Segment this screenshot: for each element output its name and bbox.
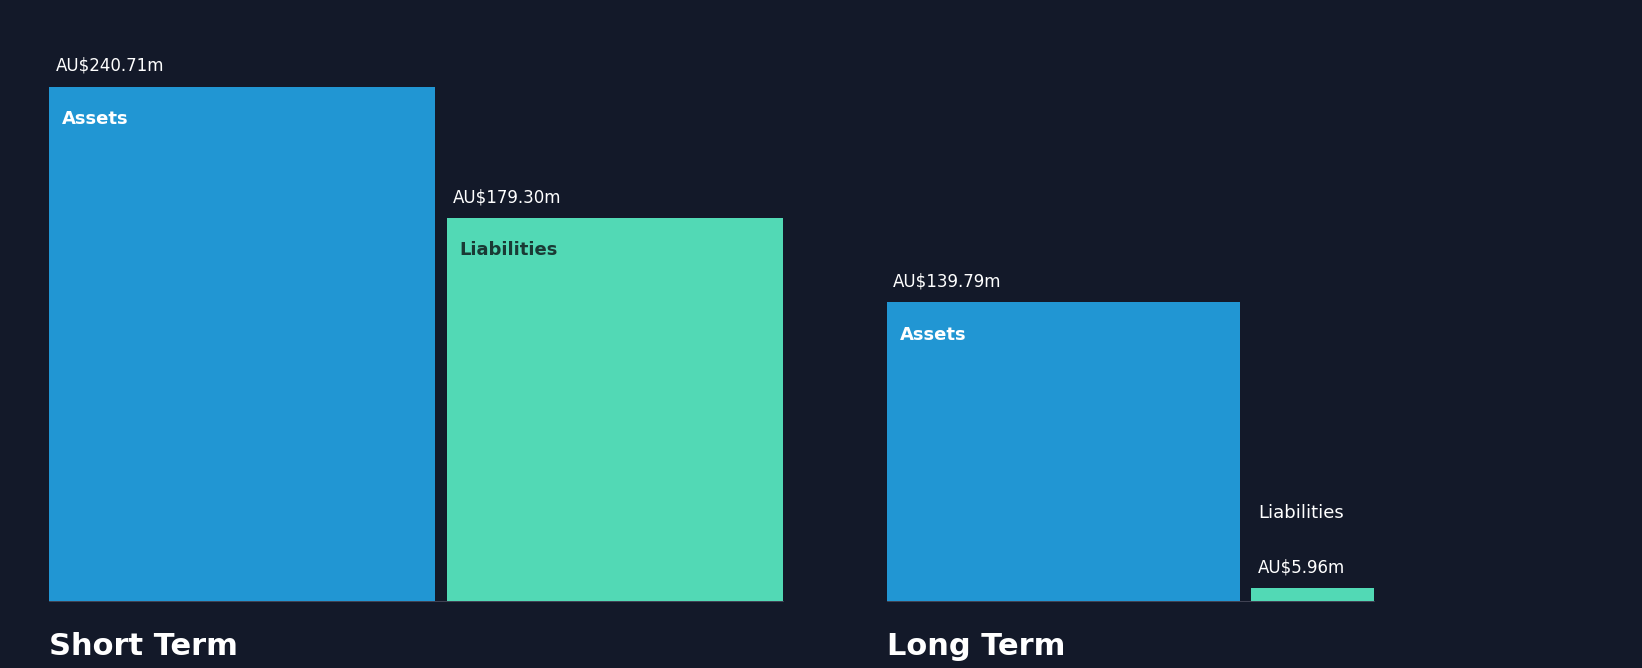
Text: Short Term: Short Term (49, 633, 238, 661)
Text: AU$179.30m: AU$179.30m (453, 188, 562, 206)
Text: Long Term: Long Term (887, 633, 1066, 661)
Bar (1251, 589, 1374, 601)
Text: Liabilities: Liabilities (460, 241, 558, 259)
Bar (447, 218, 783, 601)
Bar (887, 303, 1240, 601)
Bar (49, 87, 435, 601)
Text: AU$240.71m: AU$240.71m (56, 57, 164, 75)
Text: Assets: Assets (62, 110, 130, 128)
Text: Assets: Assets (900, 326, 967, 344)
Text: AU$5.96m: AU$5.96m (1258, 558, 1345, 576)
Text: Liabilities: Liabilities (1258, 504, 1343, 522)
Text: AU$139.79m: AU$139.79m (893, 273, 1002, 291)
